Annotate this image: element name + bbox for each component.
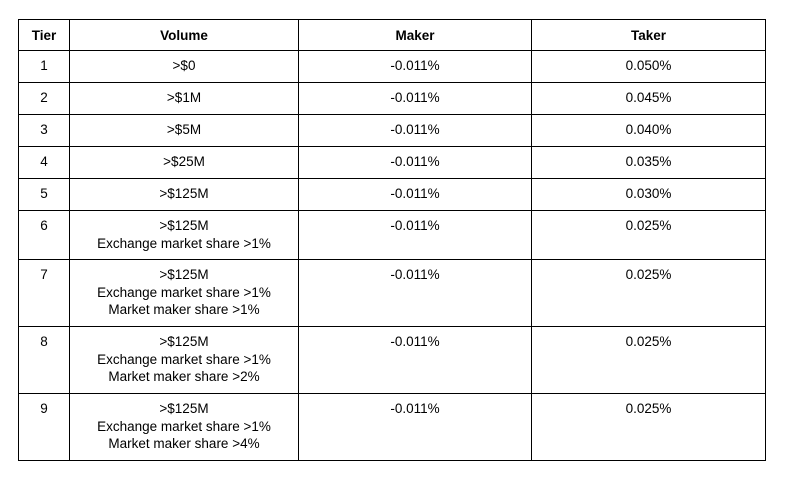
taker-cell: 0.025% bbox=[531, 326, 766, 394]
tier-cell: 7 bbox=[18, 259, 70, 327]
maker-cell: -0.011% bbox=[298, 146, 532, 179]
volume-cell: >$25M bbox=[69, 146, 299, 179]
maker-cell: -0.011% bbox=[298, 393, 532, 461]
tier-cell: 5 bbox=[18, 178, 70, 211]
volume-cell: >$125M Exchange market share >1% Market … bbox=[69, 326, 299, 394]
maker-cell: -0.011% bbox=[298, 178, 532, 211]
tier-cell: 4 bbox=[18, 146, 70, 179]
volume-cell: >$5M bbox=[69, 114, 299, 147]
volume-cell: >$125M bbox=[69, 178, 299, 211]
header-tier: Tier bbox=[18, 19, 70, 51]
volume-line: Exchange market share >1% bbox=[97, 235, 271, 251]
tier-cell: 8 bbox=[18, 326, 70, 394]
volume-line: >$0 bbox=[172, 58, 196, 73]
volume-line: >$125M bbox=[159, 267, 209, 282]
volume-line: Market maker share >2% bbox=[108, 369, 260, 384]
table-row: 2 >$1M -0.011% 0.045% bbox=[18, 82, 766, 115]
tier-cell: 9 bbox=[18, 393, 70, 461]
volume-line: >$5M bbox=[166, 122, 202, 137]
volume-line: >$125M bbox=[159, 218, 209, 233]
table-row: 7 >$125M Exchange market share >1% Marke… bbox=[18, 259, 766, 327]
table-row: 6 >$125M Exchange market share >1% -0.01… bbox=[18, 210, 766, 260]
maker-cell: -0.011% bbox=[298, 210, 532, 260]
table-row: 8 >$125M Exchange market share >1% Marke… bbox=[18, 326, 766, 394]
volume-line: >$125M bbox=[159, 186, 209, 201]
table-row: 1 >$0 -0.011% 0.050% bbox=[18, 50, 766, 83]
maker-cell: -0.011% bbox=[298, 326, 532, 394]
volume-line: >$125M bbox=[159, 401, 209, 416]
volume-cell: >$1M bbox=[69, 82, 299, 115]
volume-line: >$25M bbox=[163, 154, 205, 169]
table-row: 5 >$125M -0.011% 0.030% bbox=[18, 178, 766, 211]
taker-cell: 0.025% bbox=[531, 259, 766, 327]
volume-line: Exchange market share >1% bbox=[97, 351, 271, 367]
taker-cell: 0.035% bbox=[531, 146, 766, 179]
table-row: 3 >$5M -0.011% 0.040% bbox=[18, 114, 766, 147]
volume-line: Exchange market share >1% bbox=[97, 284, 271, 300]
maker-cell: -0.011% bbox=[298, 82, 532, 115]
volume-line: Exchange market share >1% bbox=[97, 418, 271, 434]
taker-cell: 0.045% bbox=[531, 82, 766, 115]
volume-cell: >$0 bbox=[69, 50, 299, 83]
taker-cell: 0.025% bbox=[531, 210, 766, 260]
header-row: Tier Volume Maker Taker bbox=[18, 19, 766, 51]
header-maker: Maker bbox=[298, 19, 532, 51]
volume-cell: >$125M Exchange market share >1% Market … bbox=[69, 393, 299, 461]
taker-cell: 0.030% bbox=[531, 178, 766, 211]
tier-cell: 1 bbox=[18, 50, 70, 83]
tier-cell: 3 bbox=[18, 114, 70, 147]
maker-cell: -0.011% bbox=[298, 259, 532, 327]
taker-cell: 0.050% bbox=[531, 50, 766, 83]
volume-line: Market maker share >1% bbox=[108, 302, 260, 317]
fee-tier-table: Tier Volume Maker Taker 1 >$0 -0.011% 0.… bbox=[18, 19, 766, 461]
tier-cell: 2 bbox=[18, 82, 70, 115]
volume-line: Market maker share >4% bbox=[108, 436, 260, 451]
taker-cell: 0.025% bbox=[531, 393, 766, 461]
volume-cell: >$125M Exchange market share >1% bbox=[69, 210, 299, 260]
tier-cell: 6 bbox=[18, 210, 70, 260]
volume-line: >$125M bbox=[159, 334, 209, 349]
fee-tier-table-container: Tier Volume Maker Taker 1 >$0 -0.011% 0.… bbox=[18, 19, 766, 461]
maker-cell: -0.011% bbox=[298, 50, 532, 83]
taker-cell: 0.040% bbox=[531, 114, 766, 147]
table-row: 9 >$125M Exchange market share >1% Marke… bbox=[18, 393, 766, 461]
header-taker: Taker bbox=[531, 19, 766, 51]
header-volume: Volume bbox=[69, 19, 299, 51]
maker-cell: -0.011% bbox=[298, 114, 532, 147]
volume-cell: >$125M Exchange market share >1% Market … bbox=[69, 259, 299, 327]
volume-line: >$1M bbox=[166, 90, 202, 105]
table-row: 4 >$25M -0.011% 0.035% bbox=[18, 146, 766, 179]
